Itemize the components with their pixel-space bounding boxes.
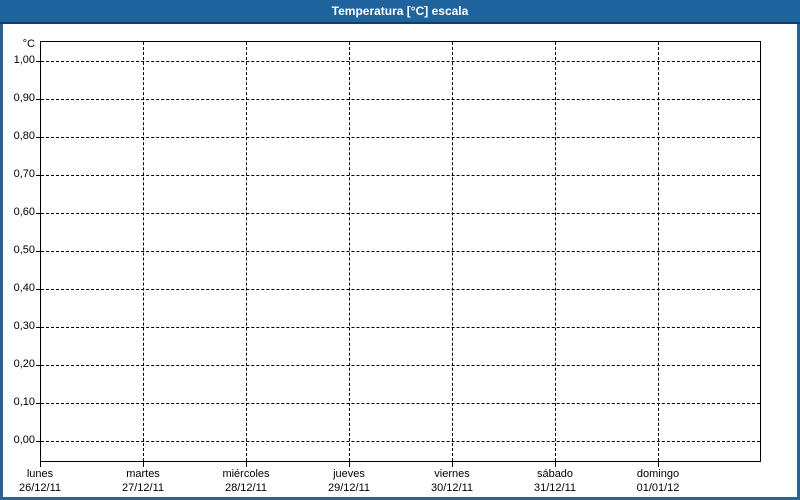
y-axis-tick	[36, 251, 40, 252]
y-axis-tick	[36, 403, 40, 404]
x-axis-day-label: lunes	[26, 468, 54, 480]
y-gridline	[41, 61, 760, 62]
y-axis-tick	[36, 137, 40, 138]
y-gridline	[41, 213, 760, 214]
x-gridline	[246, 42, 247, 461]
x-axis-day-label: miércoles	[222, 468, 270, 480]
x-gridline	[658, 42, 659, 461]
x-axis-category-label: miércoles 28/12/11	[195, 467, 297, 495]
x-axis-category-label: lunes 26/12/11	[0, 467, 91, 495]
x-gridline	[349, 42, 350, 461]
x-axis-tick	[555, 462, 556, 467]
frame-left-border	[0, 24, 3, 500]
x-axis-day-label: domingo	[636, 468, 680, 480]
y-gridline	[41, 403, 760, 404]
y-axis-tick-label: 0,40	[13, 282, 35, 294]
x-axis-category-label: domingo 01/01/12	[607, 467, 709, 495]
chart-title-bar: Temperatura [°C] escala	[0, 0, 800, 24]
y-axis-tick	[36, 289, 40, 290]
x-axis-date-label: 27/12/11	[121, 482, 164, 494]
x-axis-category-label: viernes 30/12/11	[401, 467, 503, 495]
x-axis-date-label: 30/12/11	[430, 482, 473, 494]
y-gridline	[41, 289, 760, 290]
y-gridline	[41, 441, 760, 442]
frame-right-border	[797, 24, 800, 500]
y-gridline	[41, 327, 760, 328]
x-axis-tick	[452, 462, 453, 467]
x-gridline	[555, 42, 556, 461]
frame-bottom-border	[0, 497, 800, 500]
x-axis-day-label: jueves	[333, 468, 365, 480]
y-axis-tick-label: 0,70	[13, 168, 35, 180]
y-axis-tick	[36, 441, 40, 442]
x-axis-date-label: 31/12/11	[533, 482, 576, 494]
x-gridline	[143, 42, 144, 461]
x-gridline	[452, 42, 453, 461]
y-gridline	[41, 175, 760, 176]
y-axis-tick	[36, 327, 40, 328]
x-axis-day-label: viernes	[434, 468, 470, 480]
y-axis-tick	[36, 61, 40, 62]
y-axis-unit-label: °C	[22, 38, 35, 50]
y-axis-tick-label: 0,80	[13, 130, 35, 142]
y-axis-tick-label: 1,00	[13, 54, 35, 66]
y-axis-tick-label: 0,30	[13, 320, 35, 332]
x-axis-category-label: sábado 31/12/11	[504, 467, 606, 495]
y-axis-tick	[36, 365, 40, 366]
chart-title: Temperatura [°C] escala	[331, 4, 469, 18]
y-gridline	[41, 137, 760, 138]
x-axis-tick	[143, 462, 144, 467]
y-axis-tick-label: 0,20	[13, 358, 35, 370]
y-gridline	[41, 365, 760, 366]
y-axis-tick-label: 0,00	[13, 434, 35, 446]
x-axis-tick	[40, 462, 41, 467]
x-axis-category-label: martes 27/12/11	[92, 467, 194, 495]
y-gridline	[41, 251, 760, 252]
y-axis-tick-label: 0,10	[13, 396, 35, 408]
y-axis-tick	[36, 213, 40, 214]
x-axis-date-label: 01/01/12	[636, 482, 680, 494]
y-axis-tick-label: 0,50	[13, 244, 35, 256]
plot-area	[40, 41, 761, 462]
x-axis-date-label: 28/12/11	[224, 482, 267, 494]
y-axis-tick-label: 0,90	[13, 92, 35, 104]
x-axis-date-label: 29/12/11	[327, 482, 370, 494]
x-axis-category-label: jueves 29/12/11	[298, 467, 400, 495]
x-axis-tick	[246, 462, 247, 467]
y-axis-tick	[36, 99, 40, 100]
x-axis-tick	[658, 462, 659, 467]
x-axis-day-label: sábado	[536, 468, 574, 480]
y-gridline	[41, 99, 760, 100]
y-axis-tick	[36, 175, 40, 176]
x-axis-tick	[349, 462, 350, 467]
x-axis-date-label: 26/12/11	[18, 482, 61, 494]
x-axis-day-label: martes	[126, 468, 160, 480]
y-axis-tick-label: 0,60	[13, 206, 35, 218]
